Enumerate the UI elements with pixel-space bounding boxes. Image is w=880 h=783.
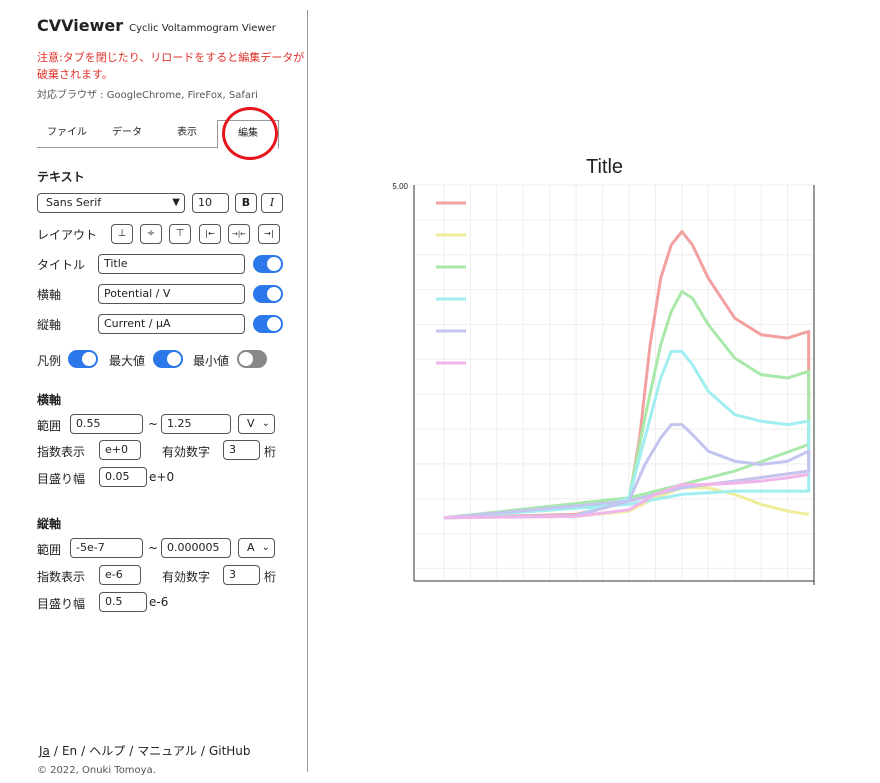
- font-family-select[interactable]: Sans Serif ▼: [37, 193, 185, 213]
- y-sig-input[interactable]: 3: [223, 565, 260, 585]
- x-sig-input[interactable]: 3: [223, 440, 260, 460]
- title-label: タイトル: [37, 258, 86, 272]
- y-exp-input[interactable]: e-6: [99, 565, 141, 585]
- x-unit-select[interactable]: V ⌄: [238, 414, 275, 434]
- tab-view[interactable]: 表示: [177, 127, 197, 138]
- x-range-min-input[interactable]: 0.55: [70, 414, 143, 434]
- x-exp-input[interactable]: e+0: [99, 440, 141, 460]
- manual-link[interactable]: マニュアル: [137, 744, 197, 758]
- y-range-label: 範囲: [37, 543, 62, 557]
- y-section-title: 縦軸: [37, 517, 62, 531]
- yaxis-toggle[interactable]: [253, 315, 283, 333]
- y-unit-value: A: [247, 541, 255, 554]
- italic-button[interactable]: I: [261, 193, 283, 213]
- github-link[interactable]: GitHub: [208, 744, 251, 758]
- footer-links: Ja / En / ヘルプ / マニュアル / GitHub: [39, 742, 251, 759]
- layout-label: レイアウト: [37, 228, 98, 242]
- y-range-max-input[interactable]: 0.000005: [161, 538, 231, 558]
- app-subtitle: Cyclic Voltammogram Viewer: [129, 23, 276, 34]
- supported-browsers: 対応ブラウザ : GoogleChrome, FireFox, Safari: [37, 90, 258, 101]
- align-top-icon[interactable]: ⊤: [169, 224, 191, 244]
- warning-text: 注意:タブを閉じたり、リロードをすると編集データが破棄されます。: [37, 51, 305, 81]
- cv-chart: 5.00: [392, 182, 815, 585]
- app-title: CVViewer Cyclic Voltammogram Viewer: [37, 16, 276, 35]
- series-line-5: [443, 473, 809, 520]
- x-section-title: 横軸: [37, 393, 62, 407]
- y-max-tick-label: 5.00: [392, 182, 408, 191]
- title-input[interactable]: Title: [98, 254, 245, 274]
- align-left-icon[interactable]: |←: [199, 224, 221, 244]
- yaxis-title-input[interactable]: Current / μA: [98, 314, 245, 334]
- y-step-suffix: e-6: [149, 595, 169, 609]
- chevron-down-icon: ⌄: [261, 542, 270, 553]
- x-range-tilde: ~: [148, 417, 159, 431]
- y-range-tilde: ~: [148, 541, 159, 555]
- sidebar: CVViewer Cyclic Voltammogram Viewer 注意:タブ…: [0, 0, 307, 783]
- chart-series: [443, 230, 811, 520]
- x-unit-value: V: [247, 417, 255, 430]
- series-line-0: [443, 230, 811, 520]
- text-section-title: テキスト: [37, 170, 85, 184]
- y-unit-select[interactable]: A ⌄: [238, 538, 275, 558]
- min-toggle[interactable]: [237, 350, 267, 368]
- x-range-label: 範囲: [37, 419, 62, 433]
- x-exp-label: 指数表示: [37, 445, 86, 459]
- align-middle-icon[interactable]: ÷: [140, 224, 162, 244]
- xaxis-label: 横軸: [37, 288, 62, 302]
- lang-en-link[interactable]: En: [61, 744, 78, 758]
- lang-ja-link[interactable]: Ja: [39, 744, 50, 758]
- x-digits-label: 桁: [264, 445, 277, 459]
- series-line-2: [443, 290, 811, 520]
- y-step-label: 目盛り幅: [37, 597, 86, 611]
- footer-separator: /: [129, 744, 134, 758]
- dropdown-arrow-icon: ▼: [172, 197, 180, 208]
- y-range-min-input[interactable]: -5e-7: [70, 538, 143, 558]
- y-exp-label: 指数表示: [37, 570, 86, 584]
- x-step-suffix: e+0: [149, 470, 175, 484]
- footer-separator: /: [81, 744, 86, 758]
- tab-file[interactable]: ファイル: [47, 127, 87, 138]
- bold-button[interactable]: B: [235, 193, 257, 213]
- max-label: 最大値: [109, 354, 146, 368]
- help-link[interactable]: ヘルプ: [89, 744, 126, 758]
- max-toggle[interactable]: [153, 350, 183, 368]
- font-size-input[interactable]: 10: [192, 193, 229, 213]
- series-line-3: [443, 349, 811, 520]
- chart-title: Title: [586, 156, 624, 178]
- xaxis-toggle[interactable]: [253, 285, 283, 303]
- legend-label: 凡例: [37, 354, 62, 368]
- y-sig-label: 有効数字: [162, 570, 211, 584]
- x-sig-label: 有効数字: [162, 445, 211, 459]
- tab-bar: ファイル データ 表示 編集: [37, 120, 279, 149]
- x-step-input[interactable]: 0.05: [99, 467, 147, 487]
- title-toggle[interactable]: [253, 255, 283, 273]
- footer-separator: /: [200, 744, 205, 758]
- yaxis-label: 縦軸: [37, 318, 62, 332]
- min-label: 最小値: [193, 354, 230, 368]
- align-bottom-icon[interactable]: ⊥: [111, 224, 133, 244]
- x-step-label: 目盛り幅: [37, 472, 86, 486]
- y-digits-label: 桁: [264, 570, 277, 584]
- legend-toggle[interactable]: [68, 350, 98, 368]
- panel-divider: [307, 10, 308, 772]
- xaxis-title-input[interactable]: Potential / V: [98, 284, 245, 304]
- chart-legend: [436, 201, 466, 365]
- align-center-icon[interactable]: →|←: [228, 224, 250, 244]
- chart-grid: [414, 184, 815, 581]
- footer-separator: /: [53, 744, 58, 758]
- y-step-input[interactable]: 0.5: [99, 592, 147, 612]
- app-name: CVViewer: [37, 16, 124, 35]
- font-family-value: Sans Serif: [46, 196, 102, 209]
- chevron-down-icon: ⌄: [261, 418, 270, 429]
- tab-data[interactable]: データ: [112, 127, 142, 138]
- copyright: © 2022, Onuki Tomoya.: [37, 765, 156, 776]
- align-right-icon[interactable]: →|: [258, 224, 280, 244]
- tab-edit[interactable]: 編集: [217, 120, 279, 149]
- x-range-max-input[interactable]: 1.25: [161, 414, 231, 434]
